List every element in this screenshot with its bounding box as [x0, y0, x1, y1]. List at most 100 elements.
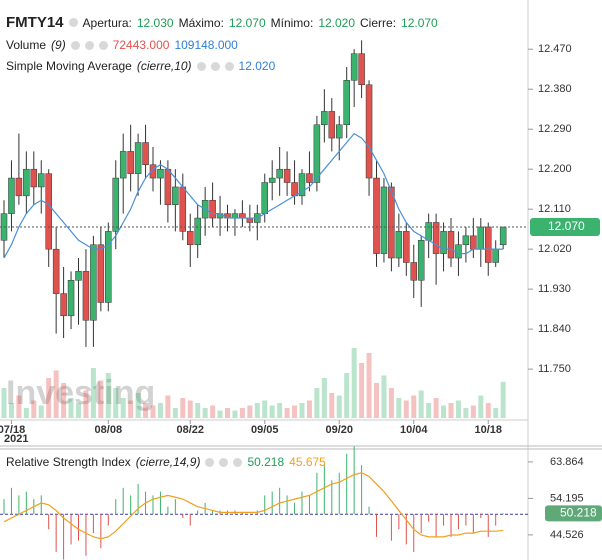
icon[interactable]	[196, 61, 206, 71]
volume-bar	[493, 408, 499, 418]
header-row: FMTY14 Apertura: 12.030 Máximo: 12.070 Mín…	[6, 14, 438, 31]
high-value: 12.070	[228, 15, 266, 30]
sma-params: (cierre,10)	[136, 59, 192, 73]
icon[interactable]	[233, 457, 243, 467]
volume-bar	[38, 405, 44, 418]
volume-bar	[292, 405, 298, 418]
candle-body	[97, 244, 105, 303]
icon[interactable]	[70, 40, 80, 50]
volume-bar	[46, 378, 52, 418]
icon[interactable]	[205, 457, 215, 467]
candle-body	[246, 217, 254, 223]
volume-bar	[418, 390, 424, 418]
candle-body	[358, 53, 365, 86]
candle-body	[38, 173, 45, 188]
icon[interactable]	[84, 40, 94, 50]
candle-body	[179, 186, 187, 232]
volume-bar	[388, 388, 394, 418]
icon[interactable]	[68, 18, 78, 27]
watermark-brand: Investing	[6, 374, 155, 412]
volume-bar	[135, 393, 141, 418]
volume-bar	[76, 403, 81, 418]
y-tick-label: 12.200	[538, 163, 572, 175]
candle-body	[306, 173, 313, 183]
low-value: 12.020	[318, 15, 356, 30]
volume-bar	[500, 381, 506, 418]
volume-bar	[396, 398, 402, 418]
icon[interactable]	[98, 40, 108, 50]
volume-bar	[366, 353, 372, 418]
low-label: Mínimo:	[270, 15, 314, 30]
volume-bar	[485, 403, 491, 418]
candle-body	[432, 222, 440, 254]
candle-body	[30, 168, 38, 188]
volume-bar	[381, 375, 387, 418]
volume-bar	[172, 408, 178, 418]
symbol: FMTY14	[6, 14, 64, 31]
main-pane	[0, 0, 528, 446]
open-value: 12.030	[136, 15, 174, 30]
rsi-params: (cierre,14,9)	[135, 455, 201, 469]
volume-bar	[53, 370, 59, 418]
volume-bar	[210, 405, 216, 418]
candle-body	[209, 200, 216, 219]
close-label: Cierre:	[360, 15, 397, 30]
volume-bar	[187, 400, 193, 418]
rsi-y-tick-label: 54.195	[550, 492, 584, 504]
volume-bar	[344, 373, 350, 418]
volume-bar	[321, 378, 327, 418]
volume-bar	[8, 403, 14, 418]
volume-bar	[113, 388, 119, 418]
volume-bar	[128, 400, 134, 418]
volume-bar	[83, 390, 89, 418]
volume-bar	[433, 398, 439, 418]
candle-body	[149, 164, 157, 179]
last-price-label: 12.070	[548, 219, 585, 233]
icon[interactable]	[219, 457, 229, 467]
candle-body	[45, 173, 52, 250]
volume-bar	[351, 348, 357, 418]
volume-params: (9)	[51, 38, 66, 52]
candle-body	[75, 271, 82, 281]
rsi-tag-label: 50.218	[560, 506, 597, 520]
volume-bar	[16, 395, 22, 418]
icon[interactable]	[224, 61, 234, 71]
candle-body	[425, 222, 432, 241]
candle-body	[194, 217, 201, 245]
x-tick-label: 10/18	[474, 424, 502, 436]
volume-bar	[195, 403, 201, 418]
rsi-tag	[545, 505, 602, 522]
candle-body	[470, 235, 477, 250]
sma-name: Simple Moving Average	[6, 59, 132, 73]
volume-bar	[217, 410, 223, 418]
candle-body	[499, 226, 507, 245]
icon[interactable]	[210, 61, 220, 71]
volume-bar	[68, 398, 74, 418]
volume-bar	[299, 403, 305, 418]
candle-body	[172, 186, 179, 205]
candle-body	[403, 231, 410, 263]
candle-body	[283, 168, 291, 183]
candle-body	[142, 142, 149, 165]
candle-body	[261, 182, 268, 214]
y-tick-label: 11.930	[538, 283, 571, 295]
rsi-y-tick-label: 63.864	[550, 456, 584, 468]
y-tick-label: 12.470	[538, 43, 572, 55]
x-tick-label: 09/20	[325, 424, 353, 436]
candle-body	[268, 177, 276, 183]
volume-bar	[150, 405, 156, 418]
candle-body	[105, 231, 112, 303]
candle-body	[395, 231, 403, 259]
candle-body	[350, 53, 358, 81]
candle-body	[410, 262, 417, 281]
volume-bar	[374, 383, 379, 418]
candle-body	[313, 124, 321, 183]
y-tick-label: 12.110	[538, 203, 571, 215]
year-label: 2021	[4, 433, 28, 445]
volume-bar	[284, 408, 290, 418]
candle-body	[343, 80, 350, 126]
sma-line	[3, 132, 504, 259]
rsi-value: 50.218	[247, 455, 285, 469]
volume-bar	[470, 405, 476, 418]
